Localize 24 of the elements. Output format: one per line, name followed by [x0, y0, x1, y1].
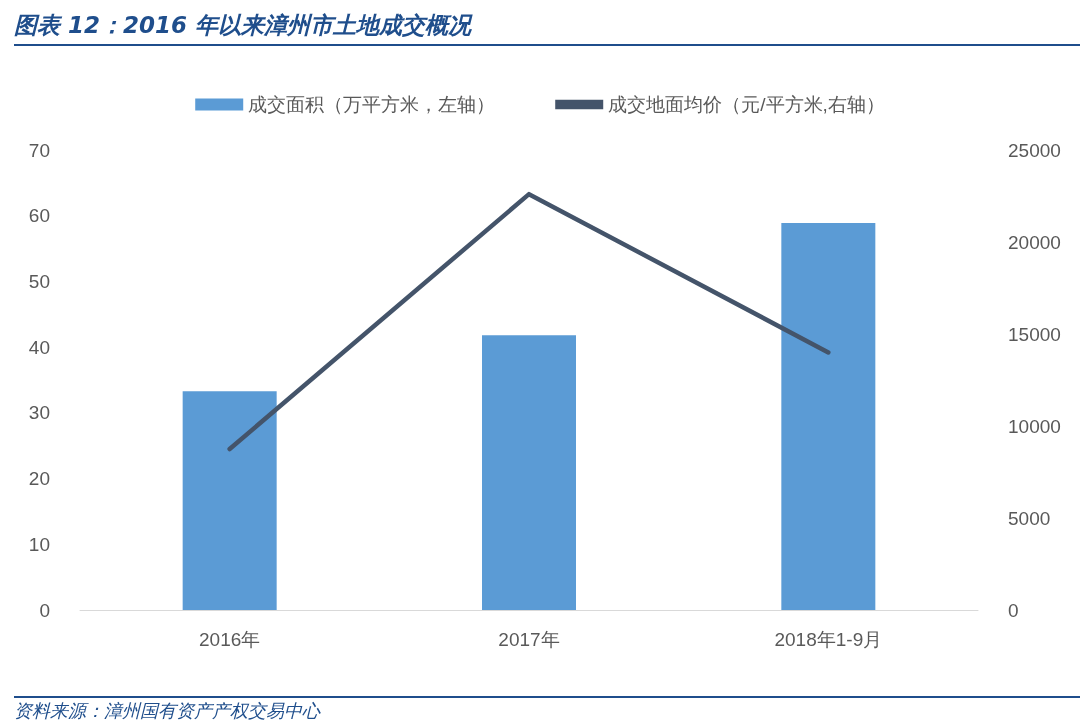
- x-tick-label: 2016年: [199, 629, 261, 650]
- y-tick-label: 60: [28, 205, 50, 227]
- y-tick-label: 40: [28, 336, 50, 358]
- y-tick-label: 50: [28, 270, 50, 292]
- chart-title: 图表 12：2016 年以来漳州市土地成交概况: [14, 6, 1080, 46]
- y-tick-label: 0: [39, 599, 50, 621]
- y-tick-label: 20: [28, 468, 50, 490]
- x-tick-label: 2017年: [498, 629, 560, 650]
- legend-label: 成交面积（万平方米，左轴）: [248, 94, 496, 115]
- bar: [482, 335, 576, 610]
- y2-tick-label: 10000: [1008, 415, 1061, 437]
- y2-tick-label: 15000: [1008, 323, 1061, 345]
- x-tick-label: 2018年1-9月: [774, 629, 883, 650]
- y2-tick-label: 25000: [1008, 139, 1061, 161]
- bar: [781, 222, 876, 610]
- y2-tick-label: 20000: [1008, 231, 1061, 253]
- legend-label: 成交地面均价（元/平方米,右轴）: [608, 94, 885, 115]
- y-tick-label: 70: [28, 139, 50, 161]
- y-tick-label: 30: [28, 402, 50, 424]
- text: 资料来源：漳州国有资产产权交易中心: [14, 696, 1080, 724]
- y-tick-label: 10: [28, 533, 50, 555]
- bar: [182, 391, 277, 610]
- y2-tick-label: 5000: [1008, 507, 1051, 529]
- y2-tick-label: 0: [1008, 599, 1019, 621]
